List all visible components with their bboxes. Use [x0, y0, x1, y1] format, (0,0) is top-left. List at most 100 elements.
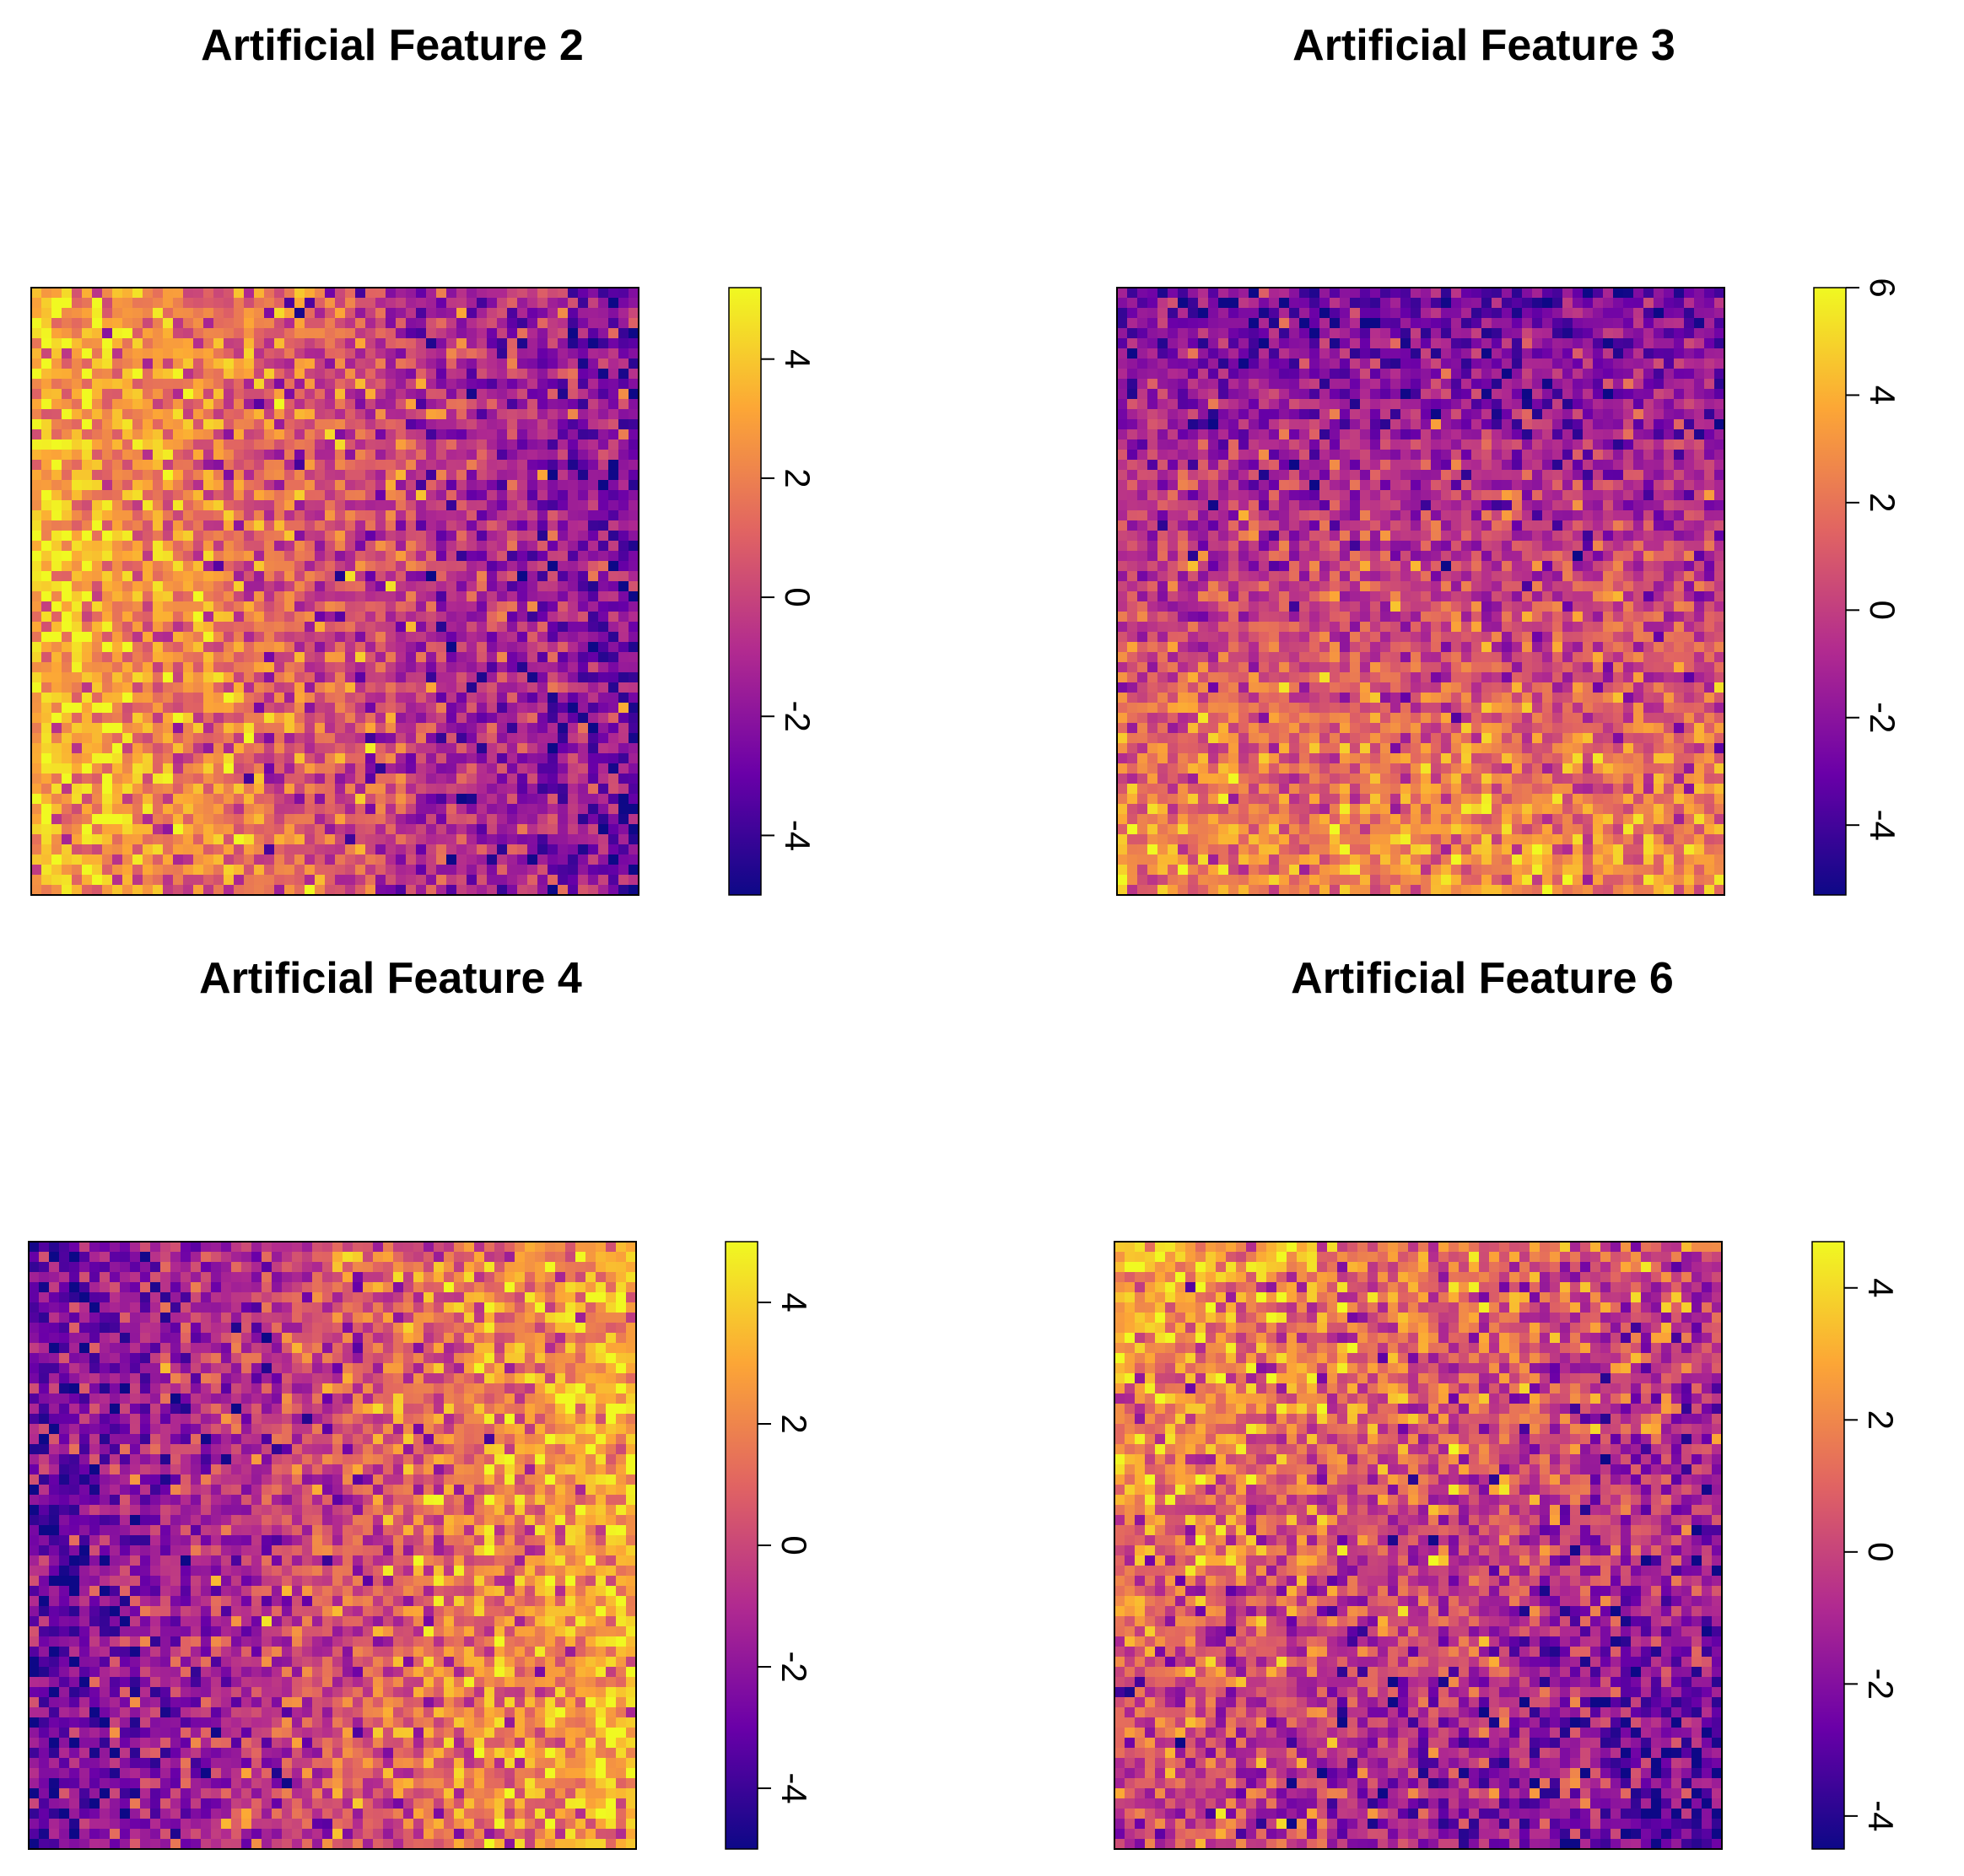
heatmap-cell — [558, 338, 569, 349]
heatmap-cell — [629, 763, 639, 774]
heatmap-cell — [294, 723, 305, 734]
heatmap-cell — [426, 723, 437, 734]
heatmap-cell — [578, 298, 589, 309]
heatmap-cell — [487, 581, 498, 592]
heatmap-cell — [315, 753, 326, 764]
heatmap-cell — [1481, 450, 1492, 461]
heatmap-cell — [568, 490, 579, 501]
heatmap-cell — [41, 601, 52, 612]
heatmap-cell — [315, 369, 326, 380]
heatmap-cell — [1147, 389, 1158, 400]
heatmap-cell — [1421, 419, 1432, 430]
heatmap-cell — [1654, 500, 1665, 511]
heatmap-cell — [274, 652, 285, 663]
heatmap-cell — [537, 348, 548, 359]
heatmap-cell — [497, 814, 508, 825]
heatmap-cell — [1593, 480, 1604, 491]
heatmap-cell — [1208, 318, 1219, 329]
heatmap-cell — [558, 298, 569, 309]
heatmap-cell — [436, 399, 447, 410]
heatmap-cell — [1471, 500, 1482, 511]
heatmap-cell — [163, 784, 174, 795]
heatmap-cell — [244, 591, 255, 602]
heatmap-cell — [1512, 328, 1523, 339]
heatmap-cell — [1198, 399, 1209, 410]
heatmap-cell — [608, 693, 619, 704]
heatmap-cell — [183, 662, 194, 673]
heatmap-cell — [355, 703, 366, 714]
heatmap-cell — [305, 763, 316, 774]
heatmap-cell — [132, 460, 143, 471]
heatmap-cell — [335, 662, 346, 673]
heatmap-cell — [31, 885, 42, 896]
heatmap-cell — [325, 460, 336, 471]
heatmap-cell — [244, 409, 255, 420]
heatmap-cell — [1330, 490, 1341, 501]
heatmap-cell — [41, 541, 52, 552]
heatmap-cell — [122, 531, 133, 542]
heatmap-cell — [588, 358, 599, 369]
heatmap-cell — [51, 642, 62, 653]
heatmap-cell — [1309, 308, 1320, 319]
heatmap-cell — [1714, 500, 1725, 511]
heatmap-cell — [31, 632, 42, 643]
heatmap-cell — [588, 429, 599, 440]
heatmap-cell — [122, 682, 133, 693]
heatmap-cell — [1117, 450, 1128, 461]
heatmap-cell — [568, 703, 579, 714]
heatmap-cell — [477, 520, 488, 531]
heatmap-cell — [467, 774, 478, 784]
heatmap-cell — [467, 429, 478, 440]
heatmap-cell — [1562, 288, 1573, 299]
heatmap-cell — [436, 733, 447, 744]
heatmap-cell — [224, 439, 235, 450]
heatmap-cell — [132, 875, 143, 886]
heatmap-cell — [548, 723, 558, 734]
heatmap-cell — [254, 844, 265, 855]
heatmap-cell — [1522, 389, 1533, 400]
heatmap-cell — [446, 824, 457, 835]
heatmap-cell — [507, 531, 518, 542]
heatmap-cell — [1512, 510, 1523, 521]
heatmap-cell — [598, 520, 609, 531]
heatmap-cell — [193, 338, 204, 349]
heatmap-cell — [62, 551, 73, 562]
heatmap-cell — [436, 723, 447, 734]
heatmap-cell — [143, 601, 154, 612]
heatmap-cell — [315, 338, 326, 349]
heatmap-cell — [1238, 308, 1249, 319]
heatmap-cell — [608, 531, 619, 542]
heatmap-cell — [1623, 470, 1634, 481]
heatmap-cell — [345, 844, 356, 855]
heatmap-cell — [143, 632, 154, 643]
heatmap-cell — [1623, 389, 1634, 400]
heatmap-cell — [416, 591, 427, 602]
heatmap-cell — [1198, 490, 1209, 501]
heatmap-cell — [1461, 298, 1472, 309]
heatmap-cell — [1613, 328, 1624, 339]
heatmap-cell — [62, 875, 73, 886]
heatmap-cell — [375, 723, 386, 734]
heatmap-cell — [62, 763, 73, 774]
heatmap-cell — [467, 338, 478, 349]
heatmap-cell — [426, 490, 437, 501]
heatmap-cell — [335, 470, 346, 481]
heatmap-cell — [31, 298, 42, 309]
heatmap-cell — [548, 419, 558, 430]
heatmap-cell — [1694, 298, 1705, 309]
heatmap-cell — [618, 713, 629, 724]
heatmap-cell — [1380, 470, 1391, 481]
heatmap-cell — [365, 561, 376, 572]
heatmap-cell — [517, 601, 528, 612]
heatmap-cell — [62, 591, 73, 602]
heatmap-cell — [1269, 450, 1280, 461]
heatmap-cell — [1137, 480, 1148, 491]
heatmap-cell — [629, 632, 639, 643]
heatmap-cell — [325, 358, 336, 369]
heatmap-cell — [446, 784, 457, 795]
heatmap-cell — [467, 460, 478, 471]
heatmap-cell — [122, 450, 133, 461]
heatmap-cell — [446, 358, 457, 369]
heatmap-cell — [234, 733, 245, 744]
heatmap-cell — [1299, 470, 1310, 481]
